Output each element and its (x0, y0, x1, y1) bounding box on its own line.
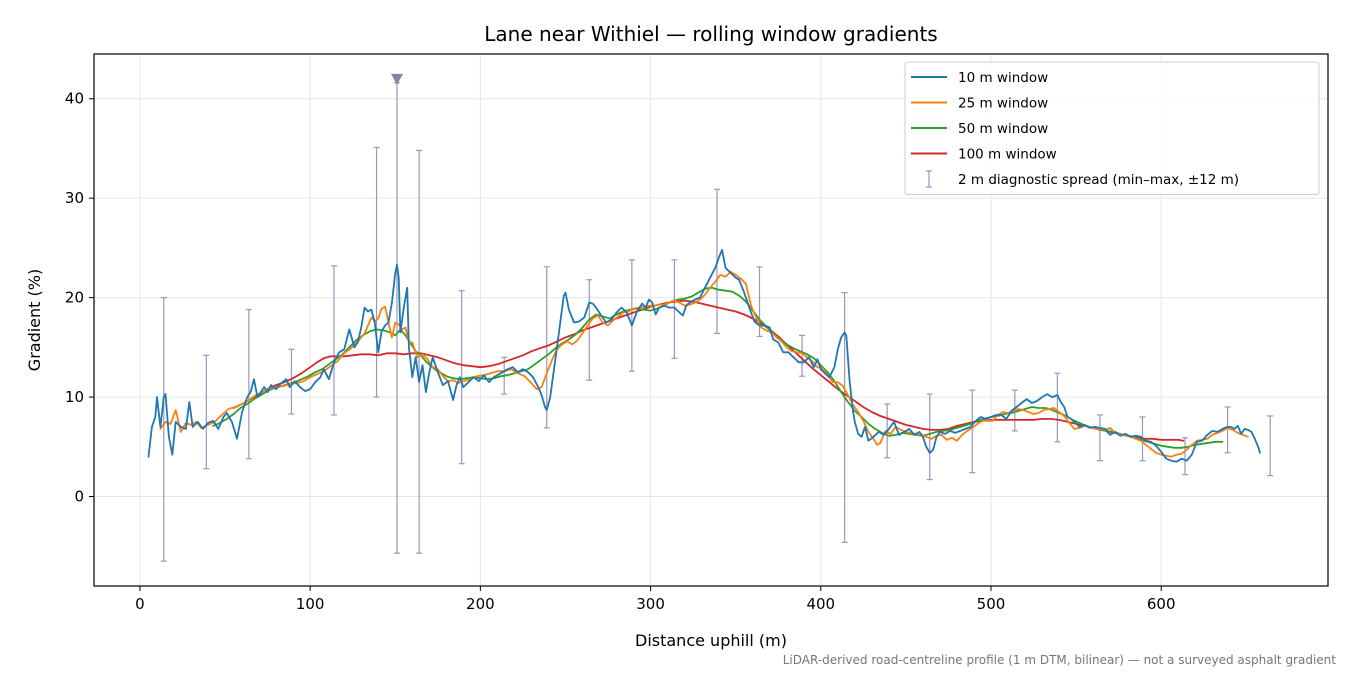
x-tick-label: 200 (466, 595, 495, 613)
errorbar (288, 348, 295, 415)
x-tick-label: 500 (977, 595, 1006, 613)
series-layer (147, 249, 1261, 463)
x-tick-label: 300 (636, 595, 665, 613)
series-line (212, 286, 1224, 449)
x-tick-label: 400 (806, 595, 835, 613)
grid-lines (94, 54, 1328, 586)
errorbar (416, 149, 423, 554)
footnote: LiDAR-derived road-centreline profile (1… (783, 653, 1337, 667)
legend-label: 100 m window (958, 147, 1057, 163)
chart-title: Lane near Withiel — rolling window gradi… (484, 22, 937, 46)
legend-label: 2 m diagnostic spread (min–max, ±12 m) (958, 172, 1239, 188)
errorbar (1182, 437, 1189, 476)
legend-label: 25 m window (958, 96, 1048, 112)
y-tick-label: 20 (65, 289, 84, 307)
legend-label: 10 m window (958, 70, 1048, 86)
errorbar (841, 292, 848, 543)
x-tick-label: 100 (296, 595, 325, 613)
y-tick-label: 40 (65, 90, 84, 108)
errorbar (1054, 372, 1061, 443)
axis-ticks: 0 100 200 300 400 500 600 0 10 20 30 40 (65, 90, 1176, 613)
y-tick-label: 0 (74, 488, 84, 506)
errorbar (203, 354, 210, 470)
errorbar (926, 393, 933, 481)
y-axis-label: Gradient (%) (25, 269, 44, 371)
clipped-marker (390, 73, 403, 85)
y-tick-label: 30 (65, 189, 84, 207)
legend-box (904, 61, 1320, 195)
errorbar (458, 290, 465, 465)
x-axis-label: Distance uphill (m) (635, 631, 787, 650)
errorbar (543, 266, 550, 429)
errorbar (1224, 406, 1231, 454)
x-tick-label: 0 (135, 595, 145, 613)
errorbar (586, 279, 593, 381)
errorbar (969, 389, 976, 474)
errorbar (245, 308, 252, 460)
errorbar (628, 259, 635, 372)
errorbar (160, 297, 167, 562)
errorbar (1267, 415, 1274, 477)
legend: 10 m window 25 m window 50 m window 100 m w… (904, 61, 1320, 195)
series-line (147, 249, 1261, 463)
errorbar (1096, 414, 1103, 462)
errorbar (330, 265, 337, 416)
plot-frame (93, 53, 1329, 587)
legend-label: 50 m window (958, 121, 1048, 137)
x-tick-label: 600 (1147, 595, 1176, 613)
y-tick-label: 10 (65, 388, 84, 406)
errorbar (671, 259, 678, 359)
errorbar (799, 334, 806, 377)
series-line (232, 299, 1185, 442)
